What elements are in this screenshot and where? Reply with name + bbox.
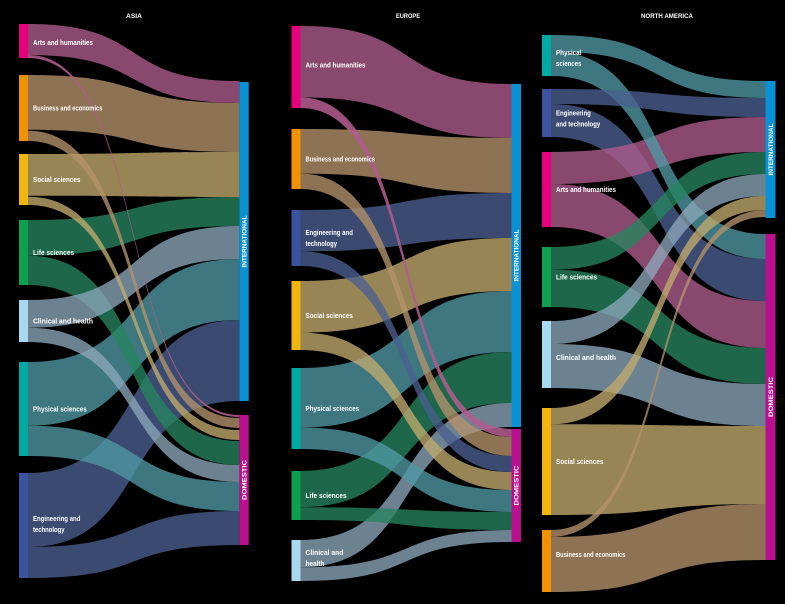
svg-text:Business and economics: Business and economics [556, 552, 626, 559]
svg-text:and technology: and technology [556, 122, 600, 129]
svg-text:Clinical and health: Clinical and health [556, 355, 616, 362]
svg-text:Arts and humanities: Arts and humanities [556, 187, 616, 194]
svg-text:Business and economics: Business and economics [306, 156, 376, 163]
svg-text:DOMESTIC: DOMESTIC [514, 465, 521, 505]
svg-text:sciences: sciences [556, 61, 581, 68]
svg-text:Life sciences: Life sciences [556, 274, 597, 281]
svg-text:NORTH AMERICA: NORTH AMERICA [641, 13, 693, 20]
svg-text:Engineering and: Engineering and [306, 230, 353, 237]
svg-text:Arts and humanities: Arts and humanities [306, 63, 366, 70]
svg-text:Engineering and: Engineering and [33, 516, 80, 523]
svg-text:Physical: Physical [556, 50, 581, 57]
svg-text:Arts and humanities: Arts and humanities [33, 40, 93, 47]
svg-text:INTERNATIONAL: INTERNATIONAL [242, 216, 249, 268]
svg-text:Social sciences: Social sciences [33, 177, 80, 184]
svg-text:Physical sciences: Physical sciences [306, 406, 360, 413]
svg-text:Life sciences: Life sciences [306, 493, 347, 500]
svg-text:DOMESTIC: DOMESTIC [242, 460, 249, 500]
svg-text:Social sciences: Social sciences [306, 313, 353, 320]
svg-text:DOMESTIC: DOMESTIC [768, 377, 775, 417]
svg-text:technology: technology [306, 241, 338, 248]
svg-text:technology: technology [33, 527, 65, 534]
svg-text:Physical sciences: Physical sciences [33, 406, 87, 413]
svg-text:INTERNATIONAL: INTERNATIONAL [514, 230, 521, 282]
svg-text:Engineering: Engineering [556, 111, 591, 118]
svg-text:ASIA: ASIA [126, 13, 142, 20]
svg-text:health: health [306, 561, 325, 568]
svg-text:EUROPE: EUROPE [396, 13, 420, 20]
svg-text:Business and economics: Business and economics [33, 105, 103, 112]
svg-text:Social sciences: Social sciences [556, 459, 603, 466]
svg-text:Clinical and: Clinical and [306, 550, 344, 557]
svg-text:Clinical and health: Clinical and health [33, 318, 93, 325]
svg-text:INTERNATIONAL: INTERNATIONAL [768, 124, 775, 176]
svg-text:Life sciences: Life sciences [33, 250, 74, 257]
